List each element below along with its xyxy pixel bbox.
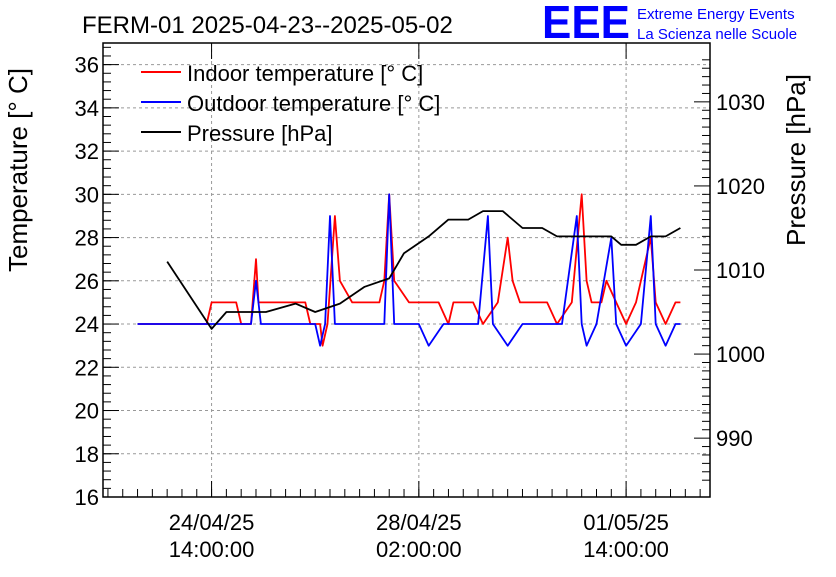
plot-frame [102,42,711,498]
y-tick-label: 32 [75,139,99,164]
y2-tick-label: 1000 [716,342,765,367]
x-tick-label-time: 02:00:00 [376,537,462,562]
series-line-0 [137,193,681,347]
legend-label-outdoor: Outdoor temperature [° C] [187,91,440,116]
legend-label-pressure: Pressure [hPa] [187,121,333,146]
logo-line-1: Extreme Energy Events [637,6,795,23]
y-tick-label: 24 [75,312,99,337]
logo-mark: EEE [542,0,630,48]
y-tick-label: 20 [75,399,99,424]
series-layer [137,193,681,347]
series-line-1 [137,193,681,347]
logo-line-2: La Scienza nelle Scuole [637,26,797,43]
y-tick-label: 34 [75,96,99,121]
y-tick-label: 16 [75,485,99,510]
y-tick-label: 30 [75,182,99,207]
legend-label-indoor: Indoor temperature [° C] [187,61,423,86]
y-axis-label: Temperature [° C] [3,68,33,272]
series-line-2 [166,210,681,330]
eee-logo: EEE Extreme Energy Events La Scienza nel… [542,0,797,48]
y2-tick-label: 1030 [716,90,765,115]
y2-tick-label: 990 [716,426,753,451]
x-tick-label-date: 01/05/25 [583,510,669,535]
grid [103,43,710,497]
y-tick-label: 28 [75,226,99,251]
legend: Indoor temperature [° C] Outdoor tempera… [141,61,440,146]
y2-axis-label: Pressure [hPa] [781,74,811,246]
axes: 16 18 20 22 24 26 28 30 32 34 36 990 1000 1010 1020 103… [75,43,765,562]
x-tick-label-date: 28/04/25 [376,510,462,535]
x-tick-label-date: 24/04/25 [169,510,255,535]
x-tick-label-time: 14:00:00 [169,537,255,562]
x-tick-label-time: 14:00:00 [583,537,669,562]
y-tick-label: 18 [75,442,99,467]
y-tick-label: 26 [75,269,99,294]
y-tick-label: 36 [75,53,99,78]
chart-title: FERM-01 2025-04-23--2025-05-02 [82,12,453,39]
y2-tick-label: 1020 [716,174,765,199]
y-tick-label: 22 [75,355,99,380]
y2-tick-label: 1010 [716,258,765,283]
